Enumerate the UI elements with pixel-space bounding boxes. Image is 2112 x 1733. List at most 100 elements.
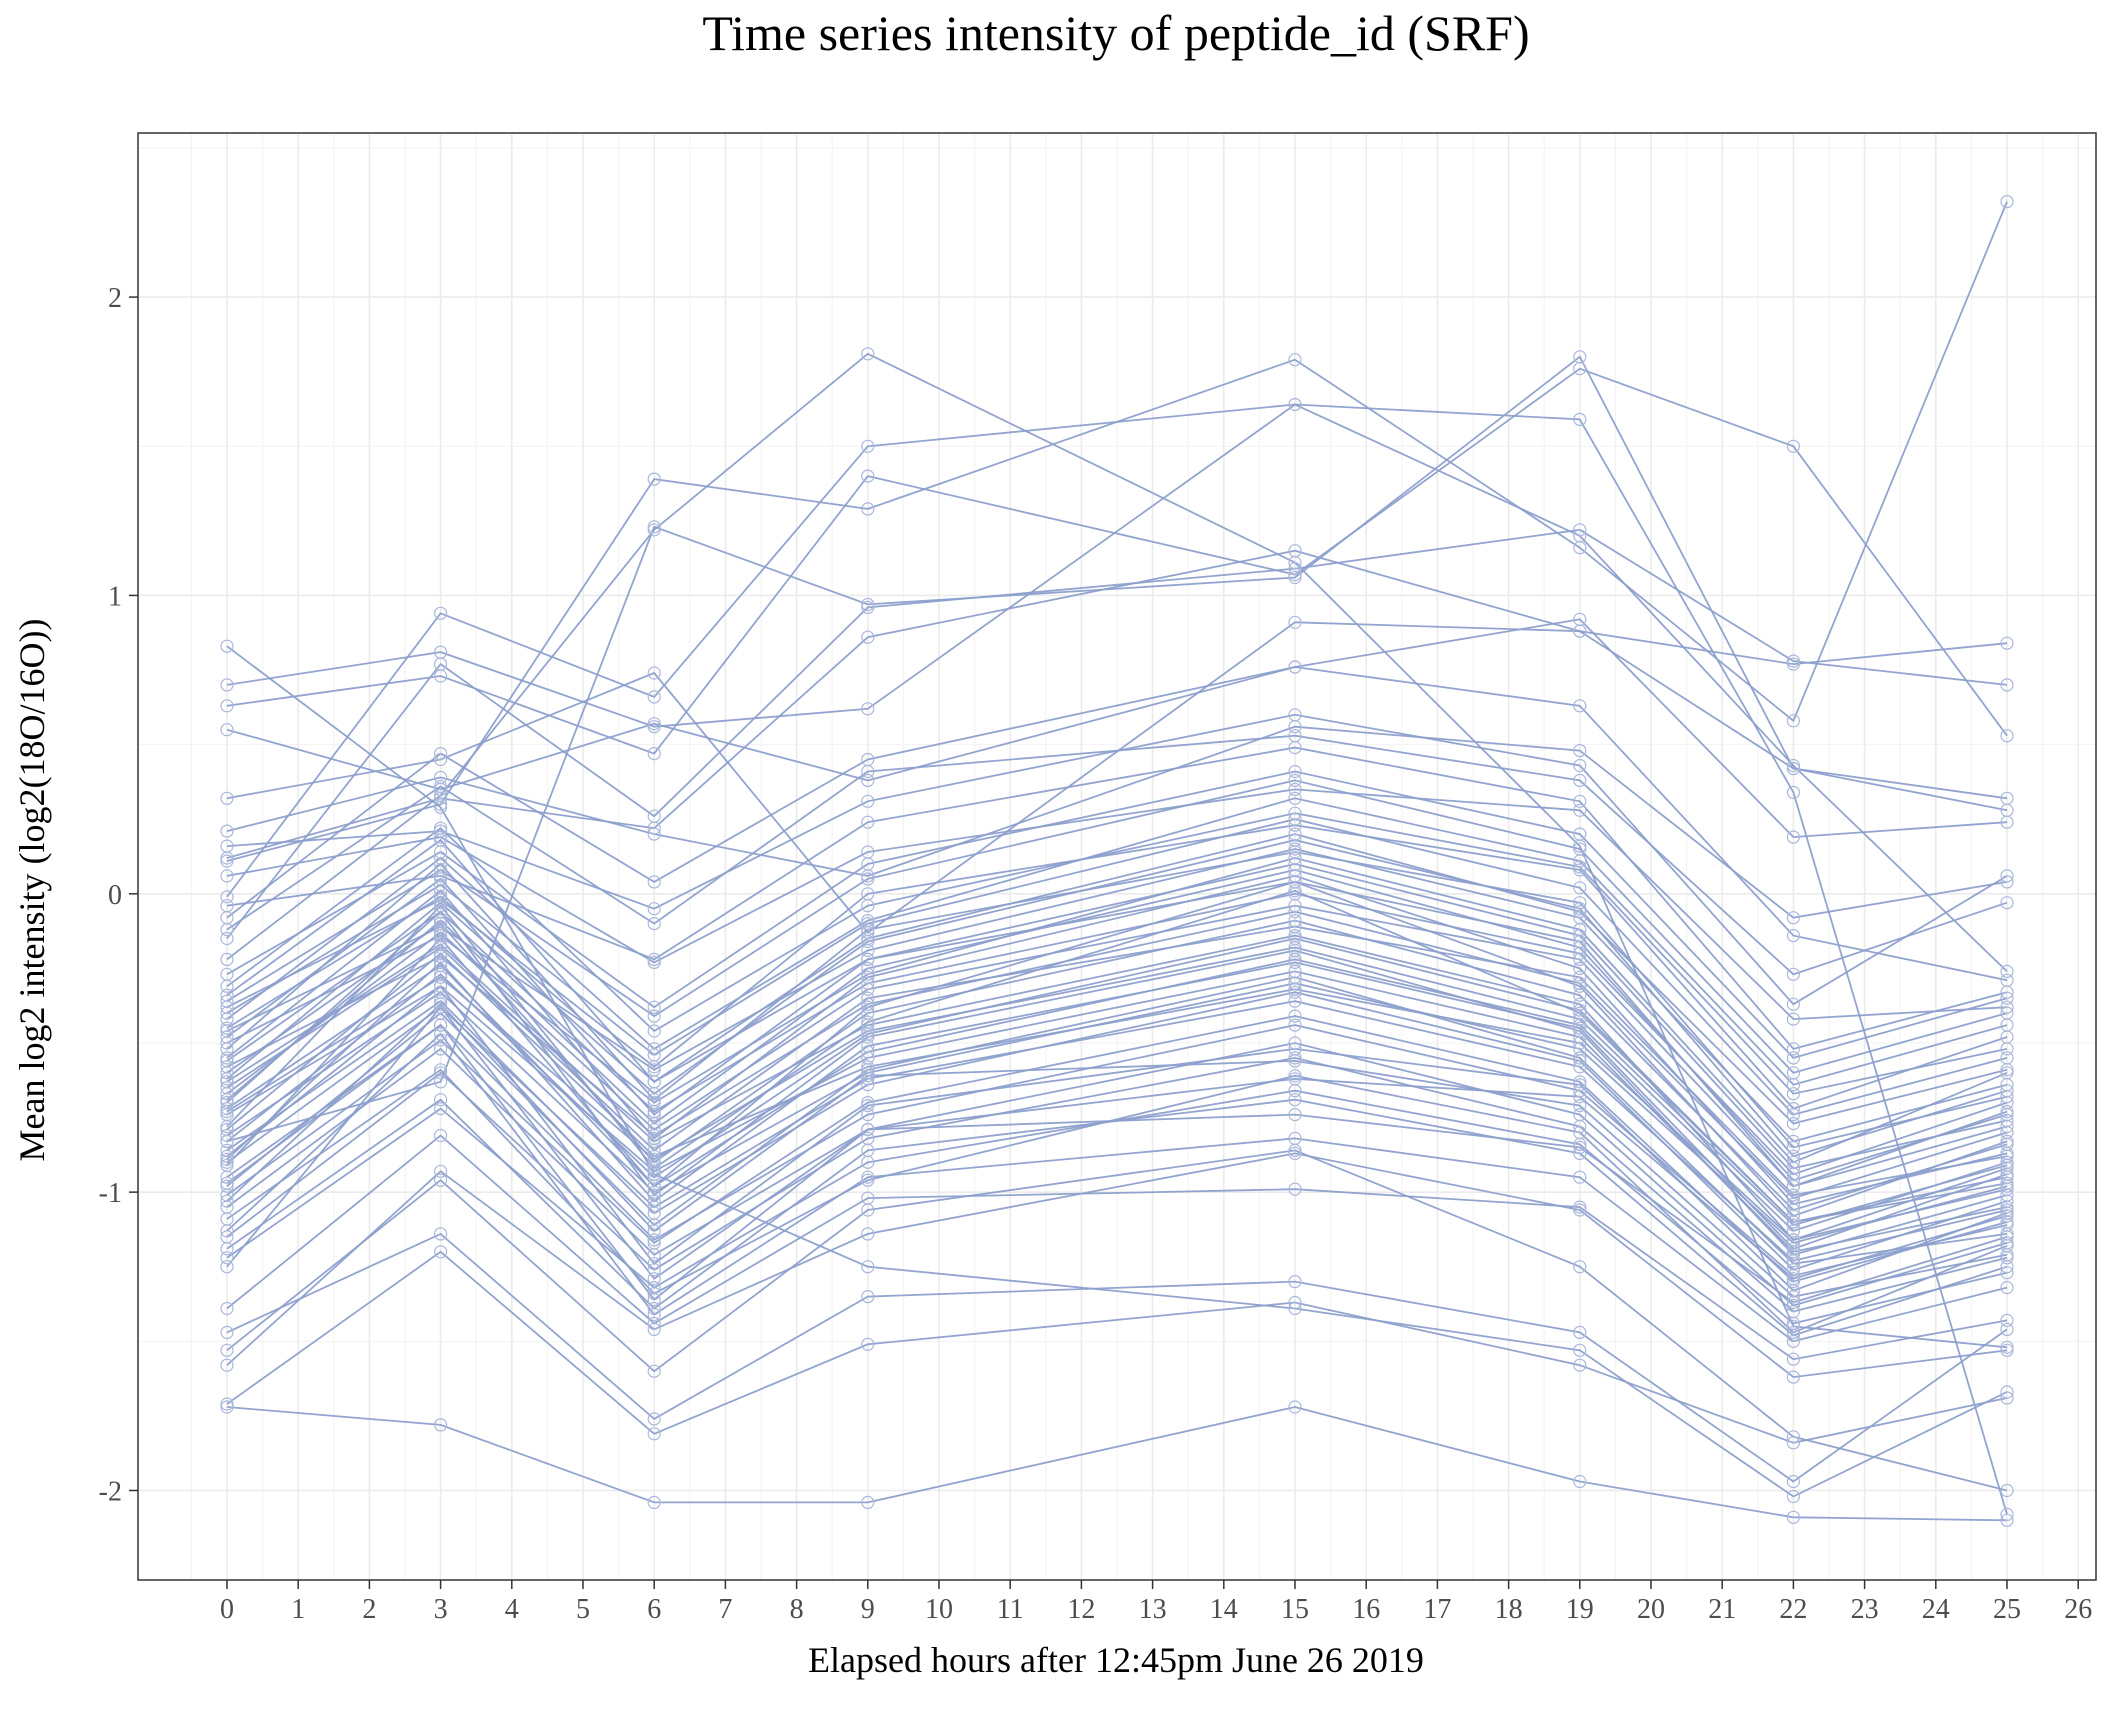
data-point [1573, 1358, 1587, 1372]
data-point [1573, 911, 1587, 925]
data-point [1786, 1283, 1801, 1298]
data-point [861, 997, 875, 1011]
data-point [2000, 1483, 2014, 1498]
data-point [647, 1412, 661, 1426]
data-point [647, 1272, 661, 1286]
data-point [1288, 913, 1302, 928]
data-point [434, 899, 448, 913]
data-point [1573, 976, 1587, 990]
data-point [434, 824, 448, 838]
data-point [1786, 1155, 1801, 1169]
data-point [434, 955, 448, 970]
data-point [861, 1173, 875, 1187]
data-point [434, 1000, 448, 1014]
series-line-17 [226, 666, 2008, 982]
data-point [1573, 1060, 1587, 1074]
data-point [220, 1251, 234, 1265]
data-point [647, 746, 661, 761]
data-point [434, 1093, 448, 1107]
data-point [861, 630, 875, 644]
data-point [220, 1149, 234, 1163]
data-point [434, 878, 448, 892]
data-point [220, 1021, 234, 1035]
data-point [2000, 1266, 2014, 1280]
data-point [1573, 979, 1587, 993]
x-tick-label: 17 [1423, 1594, 1451, 1625]
series-line-13 [226, 355, 2008, 1143]
data-point [1288, 1107, 1302, 1122]
series-line-58 [226, 868, 2008, 1182]
data-point [861, 1066, 875, 1080]
data-point [647, 1128, 661, 1143]
series-line-11 [226, 549, 2008, 859]
x-tick-label: 3 [434, 1594, 448, 1625]
data-point [1288, 955, 1302, 970]
series-line-67 [226, 839, 2008, 1158]
data-point [434, 985, 448, 999]
data-point [861, 1069, 875, 1083]
data-point [1288, 567, 1302, 582]
data-point [647, 1233, 661, 1247]
data-point [220, 1101, 234, 1116]
data-point [647, 1087, 661, 1101]
data-point [2000, 1158, 2014, 1172]
x-tick-label: 13 [1139, 1594, 1167, 1625]
data-point [861, 1039, 875, 1053]
data-point [647, 1280, 661, 1295]
data-point [861, 815, 875, 829]
data-point [1288, 1069, 1302, 1083]
data-point [1786, 1319, 1801, 1334]
y-tick-label: 0 [108, 880, 122, 911]
data-point [2000, 1125, 2014, 1140]
data-point [1288, 764, 1302, 779]
data-point [1573, 1003, 1587, 1017]
data-point [861, 597, 875, 612]
data-point [1786, 1087, 1801, 1101]
x-tick-label: 5 [576, 1594, 590, 1625]
x-tick-label: 11 [997, 1594, 1024, 1625]
data-point [1573, 946, 1587, 961]
data-point [647, 520, 661, 534]
data-point [861, 1000, 875, 1014]
data-point [2000, 991, 2014, 1005]
data-point [1288, 940, 1302, 955]
data-point [434, 970, 448, 984]
data-point [1573, 1119, 1587, 1134]
data-point [1288, 773, 1302, 788]
data-point [1288, 1093, 1302, 1107]
y-tick-label: -2 [99, 1476, 122, 1507]
x-tick-label: 16 [1352, 1594, 1380, 1625]
data-point [1786, 1215, 1801, 1229]
data-point [220, 1188, 234, 1202]
data-point [2000, 1051, 2014, 1065]
data-point [1786, 1107, 1801, 1122]
x-tick-label: 6 [647, 1594, 661, 1625]
data-point [1573, 1078, 1587, 1092]
data-point [1786, 1254, 1801, 1268]
data-point [861, 1131, 875, 1146]
series-line-12 [226, 367, 2008, 755]
data-point [434, 1227, 448, 1241]
series-line-40 [226, 1023, 2008, 1277]
series-line-56 [226, 779, 2008, 1074]
data-point [647, 1218, 661, 1232]
data-point [434, 746, 448, 761]
data-point [2000, 1313, 2014, 1328]
data-point [434, 928, 448, 943]
data-point [2000, 636, 2014, 650]
data-point [1786, 758, 1801, 773]
data-point [434, 770, 448, 785]
data-point [1786, 1218, 1801, 1232]
data-point [1786, 1116, 1801, 1131]
data-point [647, 1009, 661, 1023]
data-point [434, 779, 448, 794]
data-point [2000, 1391, 2014, 1405]
data-point [1288, 397, 1302, 412]
data-point [1288, 1084, 1302, 1098]
data-point [647, 1143, 661, 1158]
data-point [647, 1063, 661, 1077]
data-point [220, 1158, 234, 1172]
data-point [647, 1042, 661, 1056]
data-point [220, 1194, 234, 1208]
data-point [1288, 1051, 1302, 1065]
